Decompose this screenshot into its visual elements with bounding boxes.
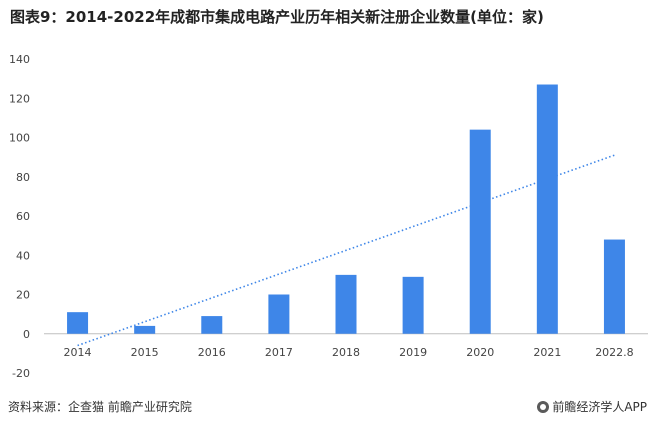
y-tick-label: 20 [16,289,30,302]
y-tick-label: 80 [16,171,30,184]
y-axis-ticks: -20 0 20 40 60 80 100 120 140 [9,53,30,380]
x-tick-label: 2019 [399,346,427,359]
y-tick-label: 120 [9,92,30,105]
bar-2019 [402,276,424,334]
brand-text: 前瞻经济学人APP [552,400,647,414]
bar-2016 [201,316,223,334]
x-tick-label: 2018 [332,346,360,359]
brand-logo-icon [537,400,550,413]
y-tick-label: -20 [12,367,30,380]
y-tick-label: 100 [9,132,30,145]
x-tick-label: 2022.8 [595,346,634,359]
x-axis-ticks: 2014 2015 2016 2017 2018 2019 2020 2021 2022.8 [64,346,634,359]
y-tick-label: 60 [16,210,30,223]
source-note: 资料来源：企查猫 前瞻产业研究院 [8,400,192,414]
bar-2018 [335,274,357,334]
bars [67,84,625,334]
y-tick-label: 0 [23,328,30,341]
bar-2017 [268,294,290,334]
brand-credit: 前瞻经济学人APP [537,398,647,415]
x-tick-label: 2015 [131,346,159,359]
bar-2014 [67,312,89,334]
x-tick-label: 2020 [466,346,494,359]
x-tick-label: 2016 [198,346,226,359]
bar-2020 [469,129,491,334]
bar-2021 [536,84,558,334]
chart-title: 图表9：2014-2022年成都市集成电路产业历年相关新注册企业数量(单位：家) [10,8,544,26]
trendline [77,154,615,347]
bar-2022.8 [603,239,625,334]
y-tick-label: 40 [16,249,30,262]
bar-2015 [134,325,156,334]
x-tick-label: 2017 [265,346,293,359]
x-tick-label: 2014 [64,346,92,359]
x-tick-label: 2021 [533,346,561,359]
y-tick-label: 140 [9,53,30,66]
